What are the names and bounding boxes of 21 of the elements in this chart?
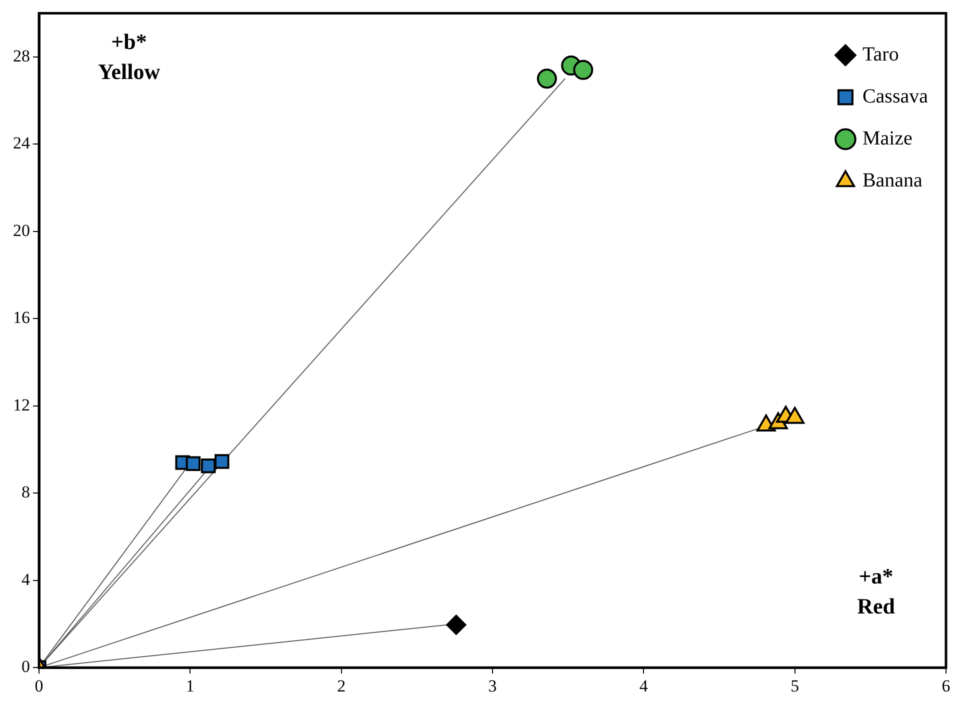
y-tick-label: 4 (22, 570, 30, 589)
x-tick-label: 2 (337, 676, 346, 696)
x-tick-label: 6 (942, 676, 950, 696)
y-tick-label: 12 (13, 395, 30, 414)
y-tick-label: 8 (22, 482, 30, 502)
legend-label: Maize (862, 127, 913, 150)
annotation: +a* Red (857, 563, 895, 618)
y-tick-label: 0 (22, 657, 30, 676)
x-tick-label: 5 (790, 676, 800, 696)
x-tick-label: 1 (186, 676, 194, 696)
x-tick-label: 0 (34, 676, 44, 696)
legend-label: Taro (862, 43, 899, 66)
annotation: +b* Yellow (98, 28, 160, 84)
x-tick-label: 4 (639, 676, 648, 696)
y-tick-label: 24 (13, 134, 30, 153)
y-tick-label: 16 (13, 308, 30, 328)
x-tick-label: 3 (488, 676, 497, 696)
legend-label: Cassava (862, 85, 928, 108)
legend-label: Banana (862, 169, 923, 192)
y-tick-label: 20 (13, 220, 30, 240)
y-tick-label: 28 (13, 46, 30, 66)
